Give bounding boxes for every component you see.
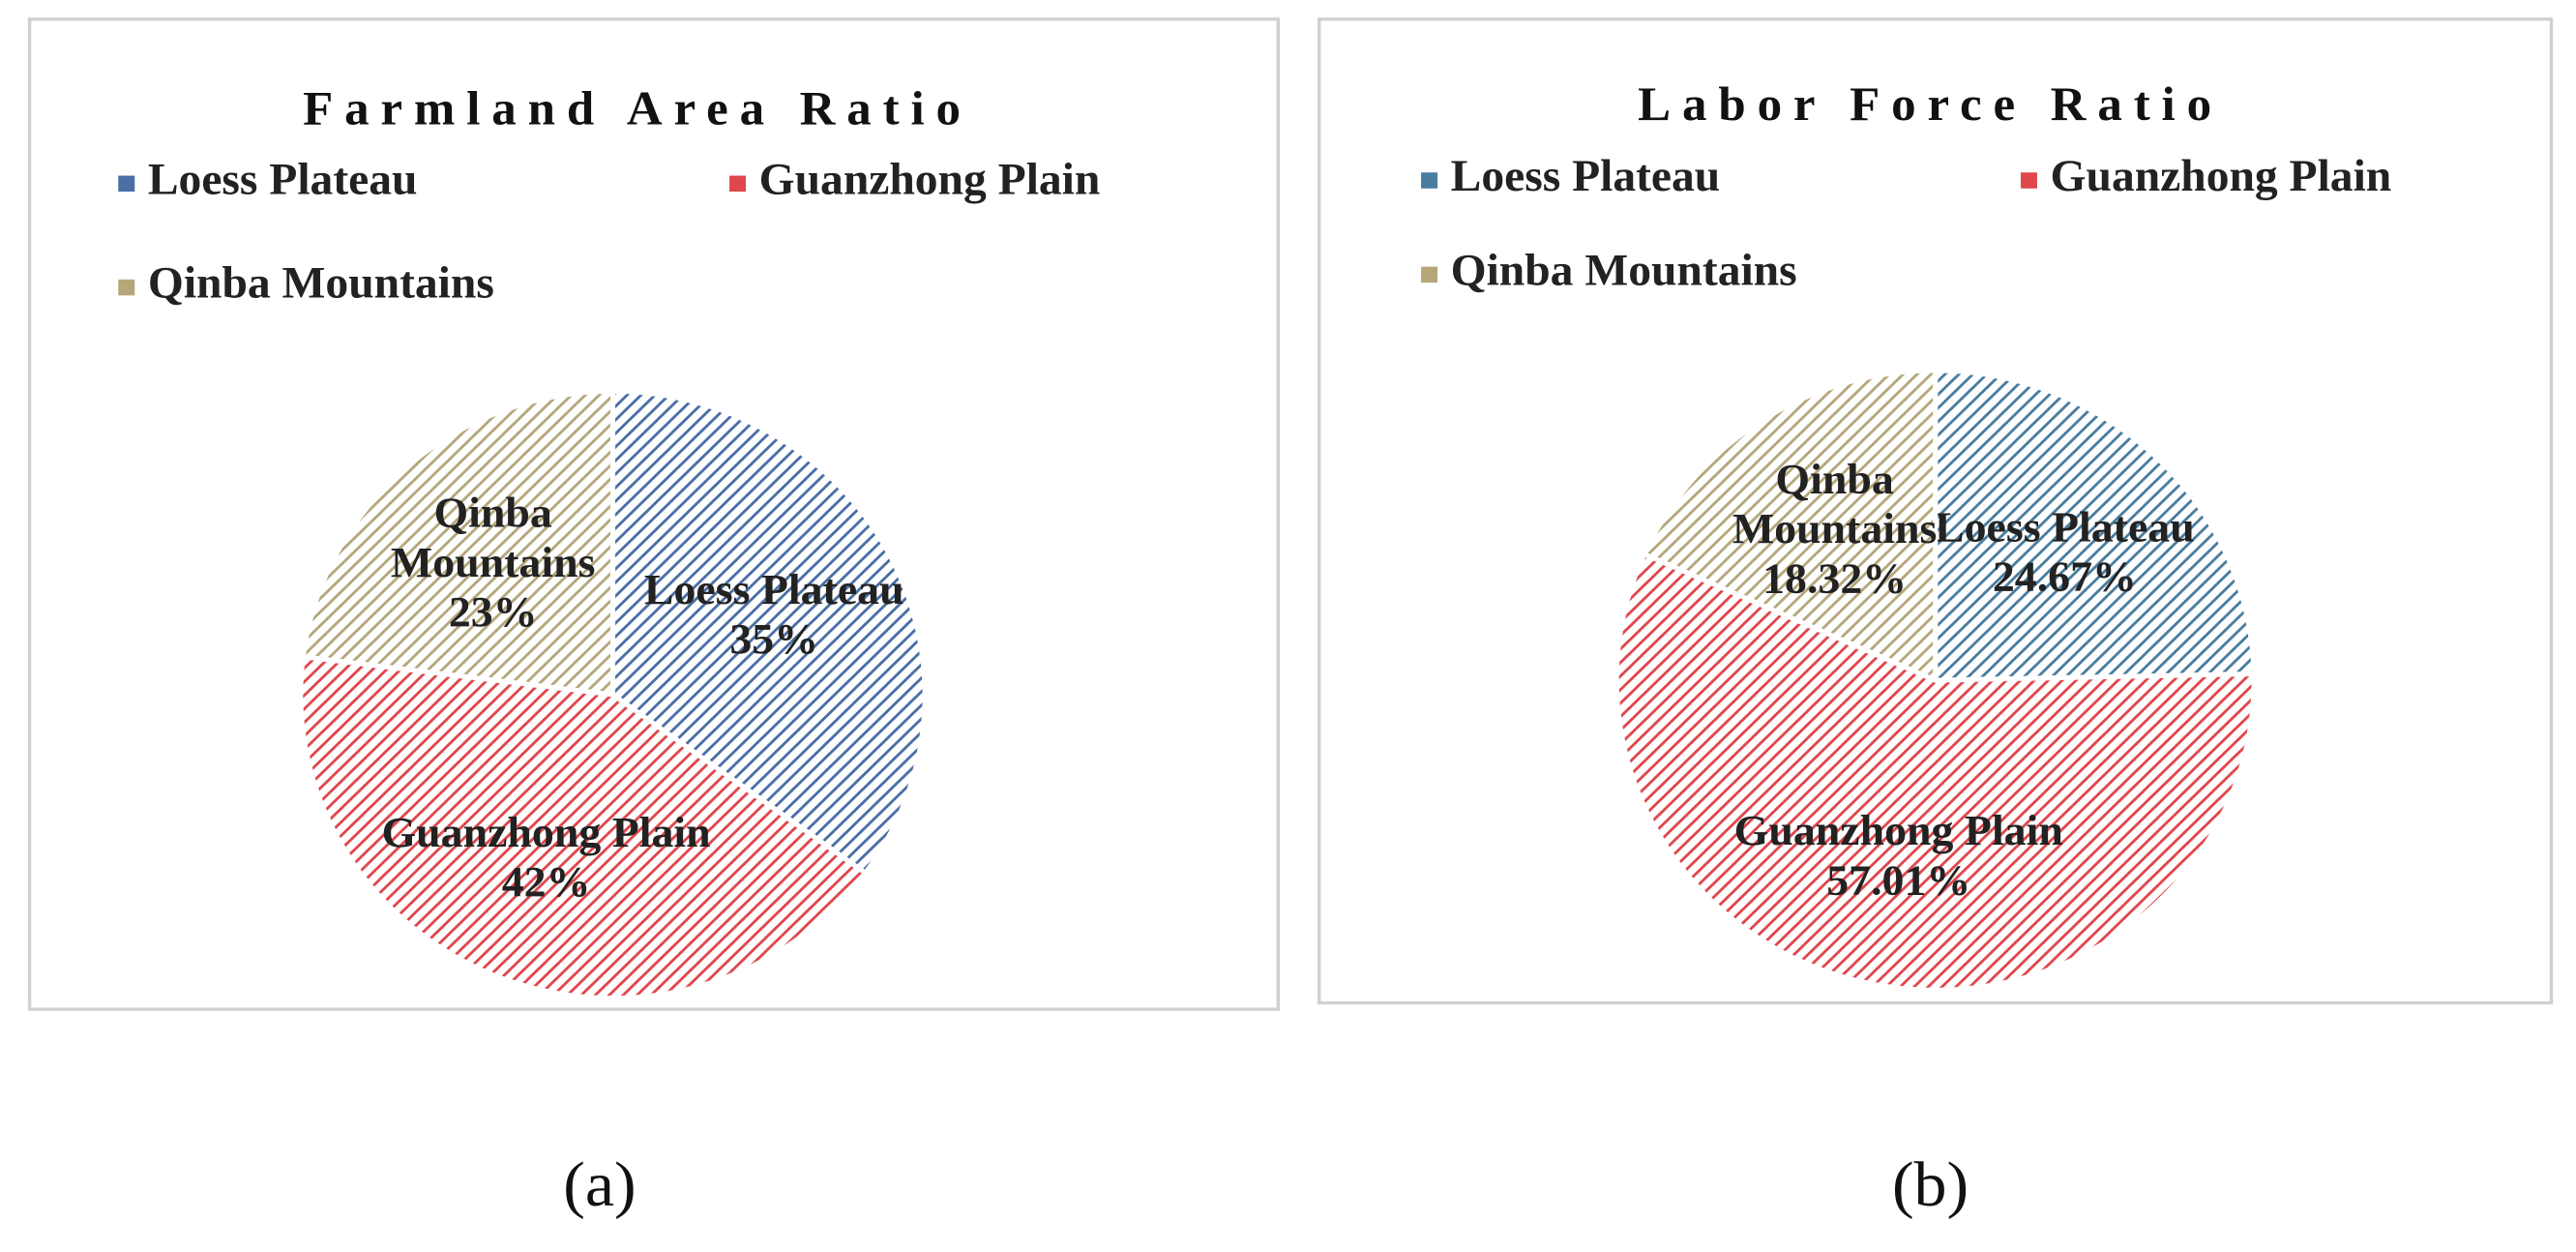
caption: (b) [1892, 1149, 1969, 1220]
legend-swatch [2020, 172, 2037, 189]
legend-swatch [1421, 172, 1438, 189]
legend-label: Loess Plateau [148, 155, 418, 204]
pie-slice [609, 388, 928, 877]
data-label-box: Loess Plateau 24.67% [1925, 464, 2205, 641]
data-label-box: Guanzhong Plain 57.01% [1636, 768, 2161, 944]
data-label-category: Loess Plateau [643, 565, 904, 613]
pie-slice [1614, 551, 2257, 993]
data-label-value: 35% [729, 614, 819, 663]
legend-swatch [1421, 266, 1438, 283]
legend-swatch [729, 175, 747, 193]
data-label-value: 24.67% [1992, 551, 2137, 600]
pie-slice [298, 653, 870, 1001]
legend-label: Guanzhong Plain [2051, 152, 2392, 201]
data-label-box: Qinba Mountains 23% [353, 475, 633, 651]
data-label-box: Guanzhong Plain 42% [283, 770, 809, 946]
legend-swatch [118, 175, 135, 193]
data-label-box: Loess Plateau 35% [635, 527, 914, 703]
caption: (a) [563, 1149, 636, 1220]
data-label-value: 18.32% [1762, 553, 1908, 603]
legend-label: Qinba Mountains [148, 258, 494, 308]
data-label-category: Loess Plateau [1934, 502, 2195, 551]
data-label-value: 57.01% [1826, 856, 1971, 905]
pie-slice [1641, 368, 1939, 684]
data-label-box: Qinba Mountains 18.32% [1695, 442, 1974, 618]
legend-label: Loess Plateau [1451, 152, 1721, 201]
legend-swatch [118, 279, 135, 296]
pie-slice [300, 388, 616, 698]
pie-slice [1933, 368, 2257, 683]
chart-title: Farmland Area Ratio [303, 81, 972, 134]
legend-label: Qinba Mountains [1451, 246, 1797, 295]
chart-title: Labor Force Ratio [1638, 76, 2223, 130]
data-label-category: Guanzhong Plain [381, 808, 711, 857]
data-label-category: Qinba Mountains [1732, 455, 1938, 553]
data-label-category: Qinba Mountains [390, 488, 596, 586]
data-label-value: 23% [448, 587, 538, 636]
data-label-category: Guanzhong Plain [1733, 806, 2063, 855]
data-label-value: 42% [501, 858, 591, 907]
legend-label: Guanzhong Plain [759, 155, 1101, 204]
